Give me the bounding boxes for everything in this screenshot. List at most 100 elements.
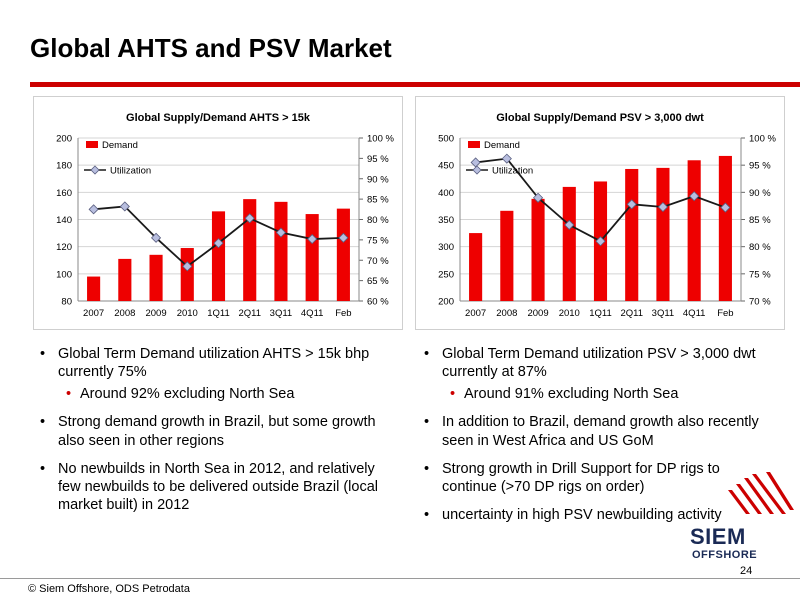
demand-bar: [211, 211, 226, 301]
legend-demand-label: Demand: [102, 140, 138, 151]
utilization-point: [275, 227, 287, 238]
x-tick-label: 1Q11: [589, 308, 612, 319]
footer-source: © Siem Offshore, ODS Petrodata: [28, 583, 190, 595]
utilization-point: [564, 219, 575, 230]
psv-chart-panel: Global Supply/Demand PSV > 3,000 dwt 200 2…: [415, 96, 785, 330]
demand-bar: [87, 276, 101, 301]
siem-logo-sails-icon: [728, 472, 794, 514]
y-right-tick-label: 85 %: [749, 215, 771, 226]
y-right-tick-label: 65 %: [367, 276, 389, 287]
logo-subtitle: OFFSHORE: [692, 549, 758, 561]
utilization-point: [307, 233, 318, 245]
y-left-tick-label: 80: [61, 297, 72, 308]
bullet-item: uncertainty in high PSV newbuilding acti…: [418, 506, 763, 524]
y-left-tick-label: 450: [438, 161, 454, 172]
demand-bar: [500, 210, 514, 301]
y-left-tick-label: 160: [56, 188, 72, 199]
x-tick-label: 3Q11: [270, 308, 293, 319]
legend-demand-swatch: [468, 141, 480, 148]
page-number: 24: [740, 565, 753, 577]
bullet-item: Strong growth in Drill Support for DP ri…: [418, 460, 763, 496]
y-right-tick-label: 95 %: [749, 161, 771, 172]
utilization-point: [595, 236, 606, 247]
utilization-point: [689, 191, 700, 202]
y-left-tick-label: 500: [438, 134, 454, 145]
demand-bar: [656, 167, 670, 301]
y-right-tick-label: 85 %: [367, 195, 389, 206]
y-right-tick-label: 80 %: [367, 215, 389, 226]
ahts-chart-panel: Global Supply/Demand AHTS > 15k 80 100 120 1…: [33, 96, 403, 330]
logo-wordmark: SIEM: [690, 524, 746, 549]
sub-bullet-item: Around 92% excluding North Sea: [34, 385, 394, 403]
utilization-point: [720, 202, 731, 213]
legend-demand-label: Demand: [484, 140, 520, 151]
x-tick-label: 2007: [83, 308, 104, 319]
footer-rule: [0, 578, 800, 579]
bullet-item: Global Term Demand utilization AHTS > 15…: [34, 345, 394, 381]
page-title: Global AHTS and PSV Market: [30, 33, 392, 63]
x-tick-label: 1Q11: [207, 308, 230, 319]
utilization-point: [88, 204, 99, 215]
legend-utilization-marker: [90, 165, 100, 175]
x-tick-label: Feb: [335, 308, 351, 319]
y-right-tick-label: 70 %: [749, 297, 771, 308]
demand-bar: [118, 258, 132, 301]
utilization-point: [213, 238, 224, 249]
x-tick-label: 2010: [559, 308, 580, 319]
demand-bar: [180, 248, 194, 301]
y-right-tick-label: 95 %: [367, 154, 389, 165]
y-left-tick-label: 140: [56, 215, 72, 226]
utilization-point: [150, 232, 162, 243]
utilization-point: [657, 201, 669, 213]
y-left-tick-label: 180: [56, 161, 72, 172]
y-right-tick-label: 75 %: [749, 269, 771, 280]
x-tick-label: 3Q11: [652, 308, 675, 319]
demand-bar: [562, 186, 576, 301]
sub-bullet-item: Around 91% excluding North Sea: [418, 385, 763, 403]
x-tick-label: 2007: [465, 308, 486, 319]
bullet-item: Strong demand growth in Brazil, but some…: [34, 413, 394, 449]
x-tick-label: 2009: [527, 308, 548, 319]
demand-bar: [336, 208, 350, 301]
x-tick-label: 2008: [114, 308, 135, 319]
bullet-item: No newbuilds in North Sea in 2012, and r…: [34, 460, 394, 514]
chart-svg: Global Supply/Demand PSV > 3,000 dwt 200 2…: [438, 112, 776, 319]
y-left-tick-label: 300: [438, 242, 454, 253]
y-left-tick-label: 400: [438, 188, 454, 199]
legend-utilization-label: Utilization: [492, 166, 533, 177]
left-bullet-list: Global Term Demand utilization AHTS > 15…: [34, 345, 394, 524]
y-left-tick-label: 200: [438, 297, 454, 308]
title-rule: [30, 82, 800, 87]
x-tick-label: Feb: [717, 308, 733, 319]
utilization-point: [338, 232, 349, 243]
y-right-tick-label: 60 %: [367, 297, 389, 308]
x-tick-label: 2010: [177, 308, 198, 319]
demand-bar: [305, 214, 319, 301]
x-tick-label: 2009: [145, 308, 166, 319]
x-tick-label: 4Q11: [683, 308, 706, 319]
demand-bar: [274, 201, 288, 301]
x-tick-label: 2Q11: [620, 308, 643, 319]
right-bullet-list: Global Term Demand utilization PSV > 3,0…: [418, 345, 763, 534]
utilization-point: [244, 213, 255, 224]
y-left-tick-label: 350: [438, 215, 454, 226]
legend-utilization-label: Utilization: [110, 166, 151, 177]
chart-svg: Global Supply/Demand AHTS > 15k 80 100 120 1…: [56, 112, 394, 319]
demand-bar: [243, 199, 257, 301]
utilization-point: [182, 261, 193, 272]
demand-bar: [469, 233, 483, 301]
x-tick-label: 2Q11: [238, 308, 261, 319]
y-right-tick-label: 100 %: [367, 134, 394, 145]
bullet-item: Global Term Demand utilization PSV > 3,0…: [418, 345, 763, 381]
y-left-tick-label: 250: [438, 269, 454, 280]
utilization-point: [119, 201, 130, 212]
legend-utilization-marker: [472, 165, 482, 175]
demand-bar: [531, 198, 545, 301]
y-right-tick-label: 75 %: [367, 235, 389, 246]
chart-title: Global Supply/Demand AHTS > 15k: [126, 112, 311, 124]
y-left-tick-label: 120: [56, 242, 72, 253]
demand-bar: [687, 160, 701, 301]
x-tick-label: 4Q11: [301, 308, 324, 319]
y-left-tick-label: 200: [56, 134, 72, 145]
demand-bar: [718, 155, 732, 301]
